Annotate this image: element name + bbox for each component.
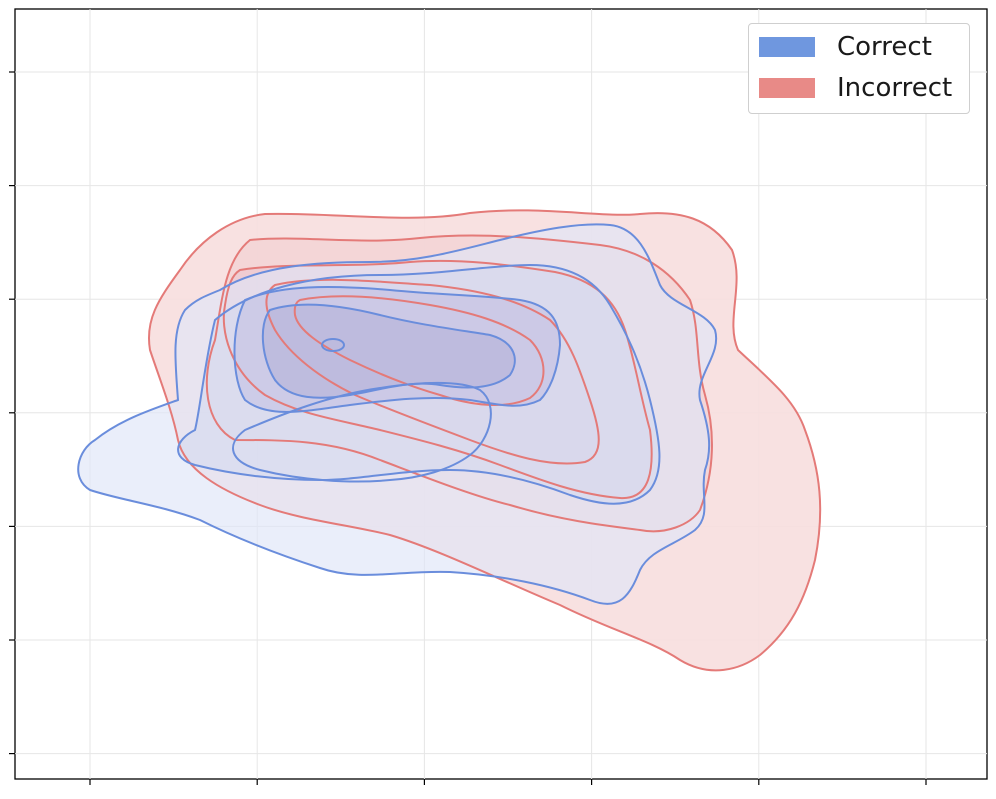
legend: Correct Incorrect — [748, 23, 970, 114]
grid — [15, 9, 987, 779]
correct-contour-5 — [261, 303, 516, 399]
legend-swatch-correct — [759, 37, 815, 57]
ticks — [9, 71, 927, 785]
incorrect-contour-4 — [265, 278, 600, 465]
correct-contour-2 — [177, 263, 661, 505]
incorrect-contour-1 — [148, 209, 822, 672]
correct-contour-1 — [77, 223, 718, 605]
incorrect-contours — [148, 209, 822, 672]
legend-item-incorrect: Incorrect — [759, 70, 952, 106]
legend-label-correct: Correct — [837, 32, 932, 62]
correct-contours — [77, 223, 718, 605]
incorrect-contour-5 — [293, 295, 545, 407]
correct-contour-4 — [232, 382, 492, 483]
correct-fill-4 — [262, 304, 515, 398]
legend-swatch-incorrect — [759, 78, 815, 98]
correct-contour-peak — [321, 338, 345, 352]
incorrect-contour-3 — [222, 259, 653, 500]
legend-item-correct: Correct — [759, 29, 932, 65]
legend-label-incorrect: Incorrect — [837, 73, 953, 103]
correct-contour-3 — [233, 286, 562, 413]
incorrect-contour-2 — [205, 234, 713, 533]
plot-frame — [14, 8, 988, 780]
